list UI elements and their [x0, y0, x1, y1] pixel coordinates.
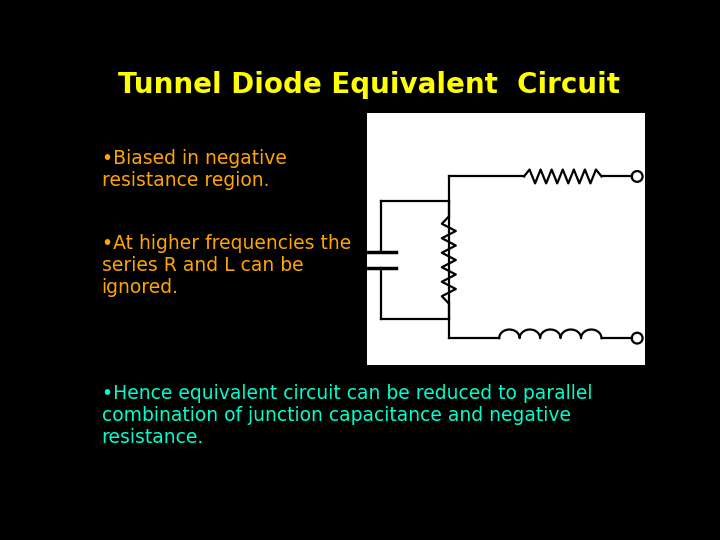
Bar — [367, 112, 645, 365]
Text: •Hence equivalent circuit can be reduced to parallel
combination of junction cap: •Hence equivalent circuit can be reduced… — [102, 384, 592, 447]
Text: •At higher frequencies the
series R and L can be
ignored.: •At higher frequencies the series R and … — [102, 234, 351, 297]
Text: •Biased in negative
resistance region.: •Biased in negative resistance region. — [102, 150, 287, 191]
Text: Tunnel Diode Equivalent  Circuit: Tunnel Diode Equivalent Circuit — [118, 71, 620, 99]
